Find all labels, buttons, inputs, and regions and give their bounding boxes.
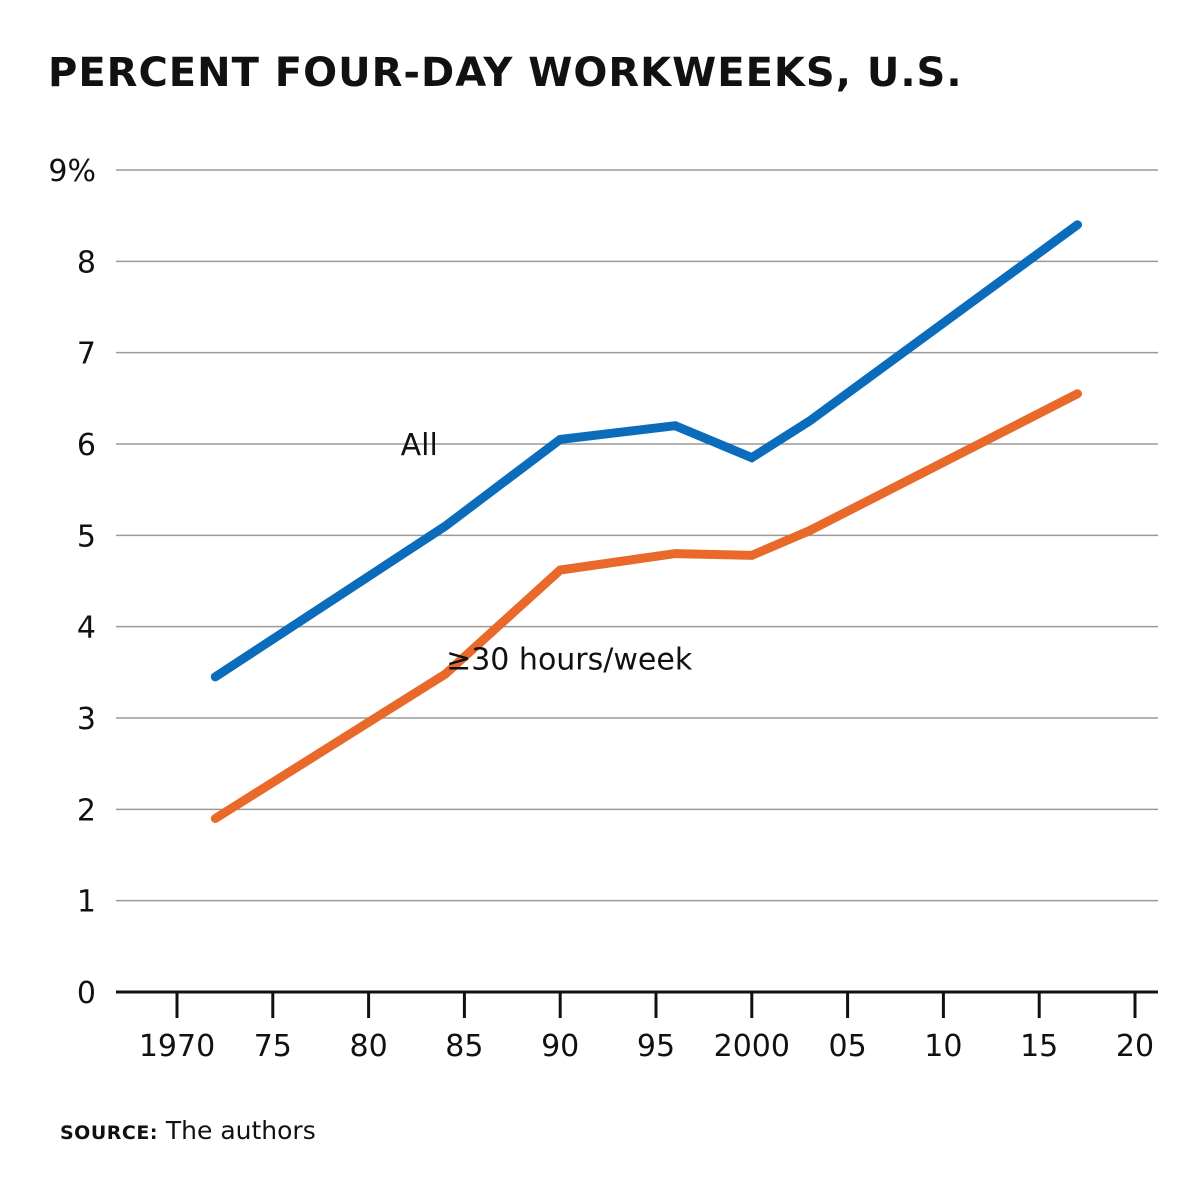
- y-tick-label: 1: [77, 885, 96, 920]
- y-tick-label: 4: [77, 611, 96, 646]
- x-tick-label: 15: [1020, 1029, 1058, 1064]
- x-tick-label: 80: [350, 1029, 388, 1064]
- series-labels: All ≥30 hours/week: [401, 428, 693, 678]
- y-tick-label: 2: [77, 793, 96, 828]
- x-tick-label: 75: [254, 1029, 292, 1064]
- x-tick-label: 85: [445, 1029, 483, 1064]
- x-tick-label: 90: [541, 1029, 579, 1064]
- series-line-all: [210, 220, 1082, 682]
- series-lines: [210, 220, 1082, 823]
- y-tick-label: 7: [77, 337, 96, 372]
- y-axis-tick-labels: 0 1 2 3 4 5 6 7 8 9%: [48, 154, 96, 1011]
- y-tick-label: 5: [77, 519, 96, 554]
- x-tick-label: 20: [1116, 1029, 1154, 1064]
- x-tick-label: 1970: [139, 1029, 215, 1064]
- source-text: The authors: [165, 1116, 316, 1145]
- y-tick-label: 9%: [48, 154, 96, 189]
- x-axis: [116, 990, 1158, 1018]
- series-label-30-hours-week: ≥30 hours/week: [446, 643, 693, 678]
- x-axis-tick-labels: 1970 75 80 85 90 95 2000 05 10 15 20: [139, 1029, 1154, 1064]
- y-tick-label: 0: [77, 976, 96, 1011]
- x-tick-label: 95: [637, 1029, 675, 1064]
- series-line-30-hours-week: [210, 389, 1082, 823]
- source-note: SOURCE: The authors: [60, 1116, 316, 1145]
- x-tick-label: 2000: [714, 1029, 790, 1064]
- y-tick-label: 8: [77, 245, 96, 280]
- source-label: SOURCE:: [60, 1122, 158, 1144]
- x-tick-label: 10: [924, 1029, 962, 1064]
- x-tick-label: 05: [829, 1029, 867, 1064]
- y-tick-label: 6: [77, 428, 96, 463]
- y-tick-label: 3: [77, 702, 96, 737]
- chart-title: PERCENT FOUR-DAY WORKWEEKS, U.S.: [48, 50, 963, 96]
- series-label-all: All: [401, 428, 438, 463]
